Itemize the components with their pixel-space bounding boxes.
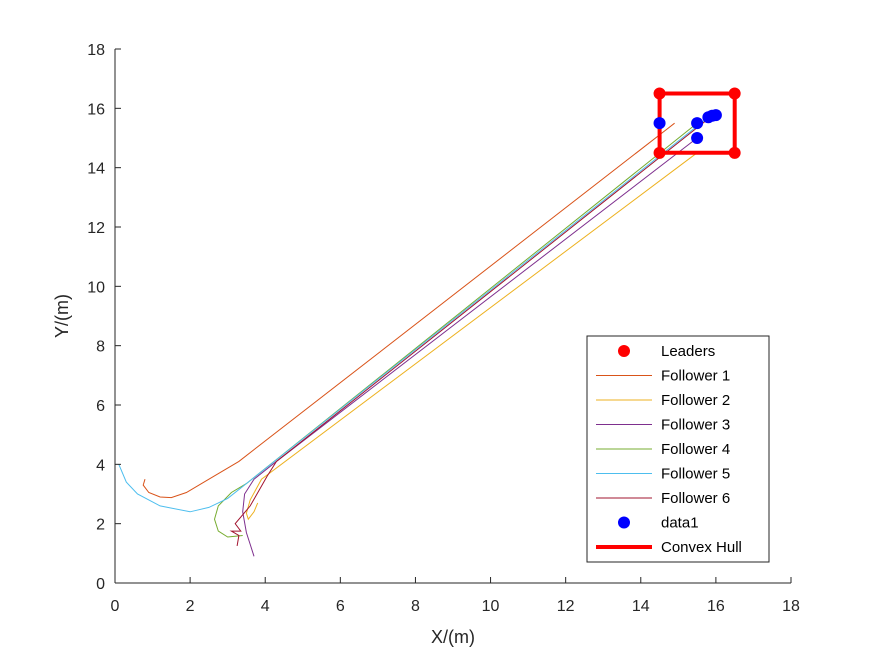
data1-point-6 [709, 109, 722, 122]
y-tick-label: 14 [87, 161, 105, 178]
series-line-follower-5 [118, 116, 709, 513]
x-tick-label: 18 [782, 598, 800, 615]
points-layer [653, 87, 741, 159]
x-tick-label: 4 [261, 598, 270, 615]
leader-point-2 [728, 87, 741, 100]
legend-label-leaders: Leaders [661, 343, 715, 360]
y-tick-label: 0 [96, 576, 105, 593]
y-tick-label: 16 [87, 101, 105, 118]
series-line-follower-3 [242, 137, 698, 557]
x-tick-label: 16 [707, 598, 725, 615]
x-tick-label: 14 [632, 598, 650, 615]
legend-label-data1: data1 [661, 515, 699, 532]
y-tick-label: 8 [96, 339, 105, 356]
legend: Leaders Follower 1 Follower 2 Follower 3 Fol… [586, 335, 770, 563]
legend-label-convex-hull: Convex Hull [661, 539, 742, 556]
x-axis-label: X/(m) [431, 627, 475, 647]
x-tick-label: 0 [111, 598, 120, 615]
x-tick-label: 12 [557, 598, 575, 615]
legend-marker-leaders [618, 345, 630, 357]
legend-marker-data1 [618, 516, 630, 529]
y-tick-label: 6 [96, 398, 105, 415]
legend-label-follower-4: Follower 4 [661, 441, 730, 458]
series-line-follower-6 [229, 115, 713, 546]
y-tick-label: 4 [96, 457, 105, 474]
leader-point-1 [653, 87, 666, 100]
y-tick-label: 12 [87, 220, 105, 237]
leader-point-4 [653, 146, 666, 159]
axes-layer [114, 49, 791, 584]
y-tick-label: 2 [96, 517, 105, 534]
series-layer [118, 115, 713, 557]
leader-point-3 [728, 146, 741, 159]
x-tick-group: 0 2 4 6 8 10 12 14 16 18 [111, 577, 800, 615]
x-tick-label: 10 [482, 598, 500, 615]
x-tick-label: 2 [186, 598, 195, 615]
x-tick-label: 6 [336, 598, 345, 615]
legend-label-follower-5: Follower 5 [661, 466, 730, 483]
legend-label-follower-3: Follower 3 [661, 417, 730, 434]
data1-point-1 [653, 117, 666, 130]
legend-label-follower-6: Follower 6 [661, 490, 730, 507]
data1-point-3 [691, 132, 704, 144]
y-axis-label: Y/(m) [52, 294, 72, 338]
data1-point-2 [691, 117, 704, 130]
x-tick-label: 8 [411, 598, 420, 615]
legend-label-follower-2: Follower 2 [661, 392, 730, 409]
series-line-follower-2 [245, 152, 698, 521]
legend-label-follower-1: Follower 1 [661, 368, 730, 385]
y-tick-group: 0 2 4 6 8 10 12 14 16 18 [87, 42, 121, 593]
y-tick-label: 10 [87, 279, 105, 296]
series-line-follower-1 [142, 122, 675, 499]
y-tick-label: 18 [87, 42, 105, 59]
